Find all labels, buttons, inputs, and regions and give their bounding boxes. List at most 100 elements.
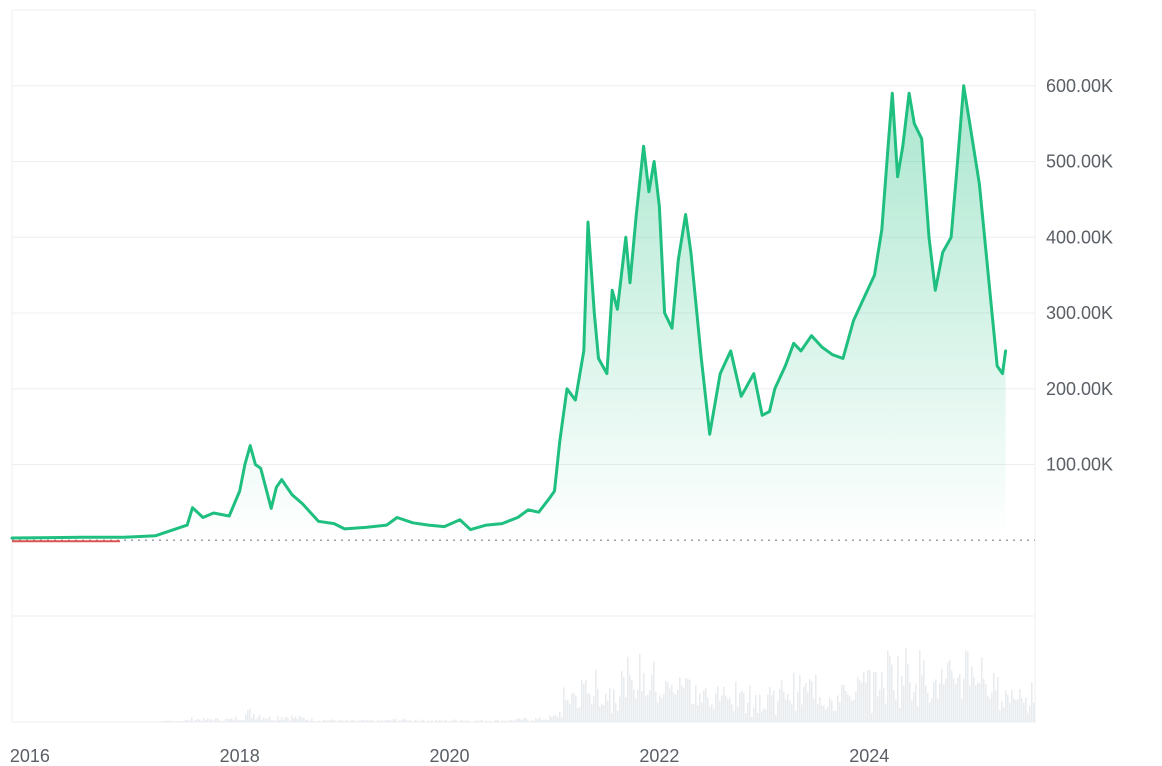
volume-bar xyxy=(489,720,491,722)
volume-bar xyxy=(587,693,589,722)
volume-bar xyxy=(627,656,629,722)
volume-bar xyxy=(261,719,263,722)
volume-bar xyxy=(909,682,911,722)
volume-bar xyxy=(701,702,703,722)
volume-bar xyxy=(889,656,891,722)
volume-bar xyxy=(249,708,251,722)
volume-bar xyxy=(601,703,603,722)
volume-bar xyxy=(667,682,669,722)
volume-bar xyxy=(547,720,549,722)
volume-bar xyxy=(1005,690,1007,722)
volume-bar xyxy=(209,719,211,722)
volume-bar xyxy=(293,717,295,722)
volume-bar xyxy=(207,718,209,722)
volume-bar xyxy=(809,678,811,722)
volume-bar xyxy=(205,719,207,722)
volume-bar xyxy=(177,721,179,722)
volume-bar xyxy=(823,705,825,722)
volume-bar xyxy=(1001,701,1003,722)
volume-bar xyxy=(553,715,555,722)
volume-bar xyxy=(783,691,785,722)
volume-bar xyxy=(657,702,659,722)
volume-bar xyxy=(975,685,977,722)
volume-bar xyxy=(279,719,281,722)
volume-bar xyxy=(303,717,305,722)
volume-bar xyxy=(655,692,657,722)
volume-bar xyxy=(227,718,229,722)
volume-bar xyxy=(171,720,173,722)
volume-bar xyxy=(911,700,913,722)
volume-bar xyxy=(313,721,315,722)
volume-bar xyxy=(875,672,877,722)
volume-bar xyxy=(567,699,569,722)
volume-bar xyxy=(369,720,371,722)
volume-bar xyxy=(285,716,287,722)
volume-bar xyxy=(203,718,205,722)
volume-bar xyxy=(327,720,329,722)
volume-bar xyxy=(637,689,639,722)
volume-bar xyxy=(949,659,951,722)
volume-bar xyxy=(799,675,801,722)
volume-bar xyxy=(683,688,685,722)
volume-bar xyxy=(179,721,181,722)
volume-bar xyxy=(687,679,689,722)
volume-bar xyxy=(759,694,761,722)
volume-bar xyxy=(405,719,407,722)
volume-bar xyxy=(569,703,571,722)
volume-bar xyxy=(213,720,215,722)
volume-bar xyxy=(307,719,309,722)
volume-bar xyxy=(953,678,955,722)
volume-bar xyxy=(967,651,969,722)
volume-bar xyxy=(221,721,223,722)
volume-bar xyxy=(645,696,647,722)
volume-bar xyxy=(919,649,921,722)
volume-bar xyxy=(819,697,821,722)
volume-bar xyxy=(805,683,807,722)
volume-bar xyxy=(603,705,605,722)
volume-bar xyxy=(779,688,781,722)
volume-bar xyxy=(915,683,917,722)
volume-bar xyxy=(297,718,299,722)
volume-bar xyxy=(983,678,985,722)
volume-bar xyxy=(729,697,731,722)
volume-bar xyxy=(695,685,697,722)
volume-bar xyxy=(853,699,855,722)
volume-bar xyxy=(989,699,991,722)
volume-bar xyxy=(1017,699,1019,722)
volume-bar xyxy=(703,690,705,722)
volume-bar xyxy=(373,720,375,722)
volume-bar xyxy=(773,690,775,722)
volume-bar xyxy=(707,697,709,722)
volume-bar xyxy=(181,721,183,722)
volume-bar xyxy=(617,710,619,722)
y-tick-label: 500.00K xyxy=(1046,152,1113,172)
volume-bar xyxy=(623,676,625,722)
volume-bar xyxy=(225,718,227,722)
volume-bar xyxy=(717,686,719,722)
volume-bar xyxy=(359,720,361,722)
volume-bar xyxy=(815,674,817,722)
volume-bar xyxy=(429,721,431,722)
volume-bar xyxy=(543,719,545,722)
volume-bar xyxy=(797,691,799,722)
volume-bar xyxy=(183,720,185,722)
volume-bar xyxy=(1033,702,1035,722)
volume-bar xyxy=(437,721,439,722)
volume-bar xyxy=(427,720,429,722)
volume-bar xyxy=(563,687,565,722)
volume-bar xyxy=(689,679,691,722)
volume-bar xyxy=(487,721,489,722)
volume-bar xyxy=(309,720,311,722)
volume-bar xyxy=(269,716,271,722)
volume-bar xyxy=(159,721,161,722)
y-tick-label: 400.00K xyxy=(1046,227,1113,247)
x-tick-label: 2022 xyxy=(639,746,679,766)
volume-bar xyxy=(239,720,241,722)
x-tick-label: 2018 xyxy=(220,746,260,766)
volume-bar xyxy=(771,694,773,722)
volume-bar xyxy=(255,719,257,722)
volume-bar xyxy=(861,682,863,722)
volume-bar xyxy=(341,720,343,722)
volume-bar xyxy=(215,718,217,722)
volume-bar xyxy=(535,718,537,722)
